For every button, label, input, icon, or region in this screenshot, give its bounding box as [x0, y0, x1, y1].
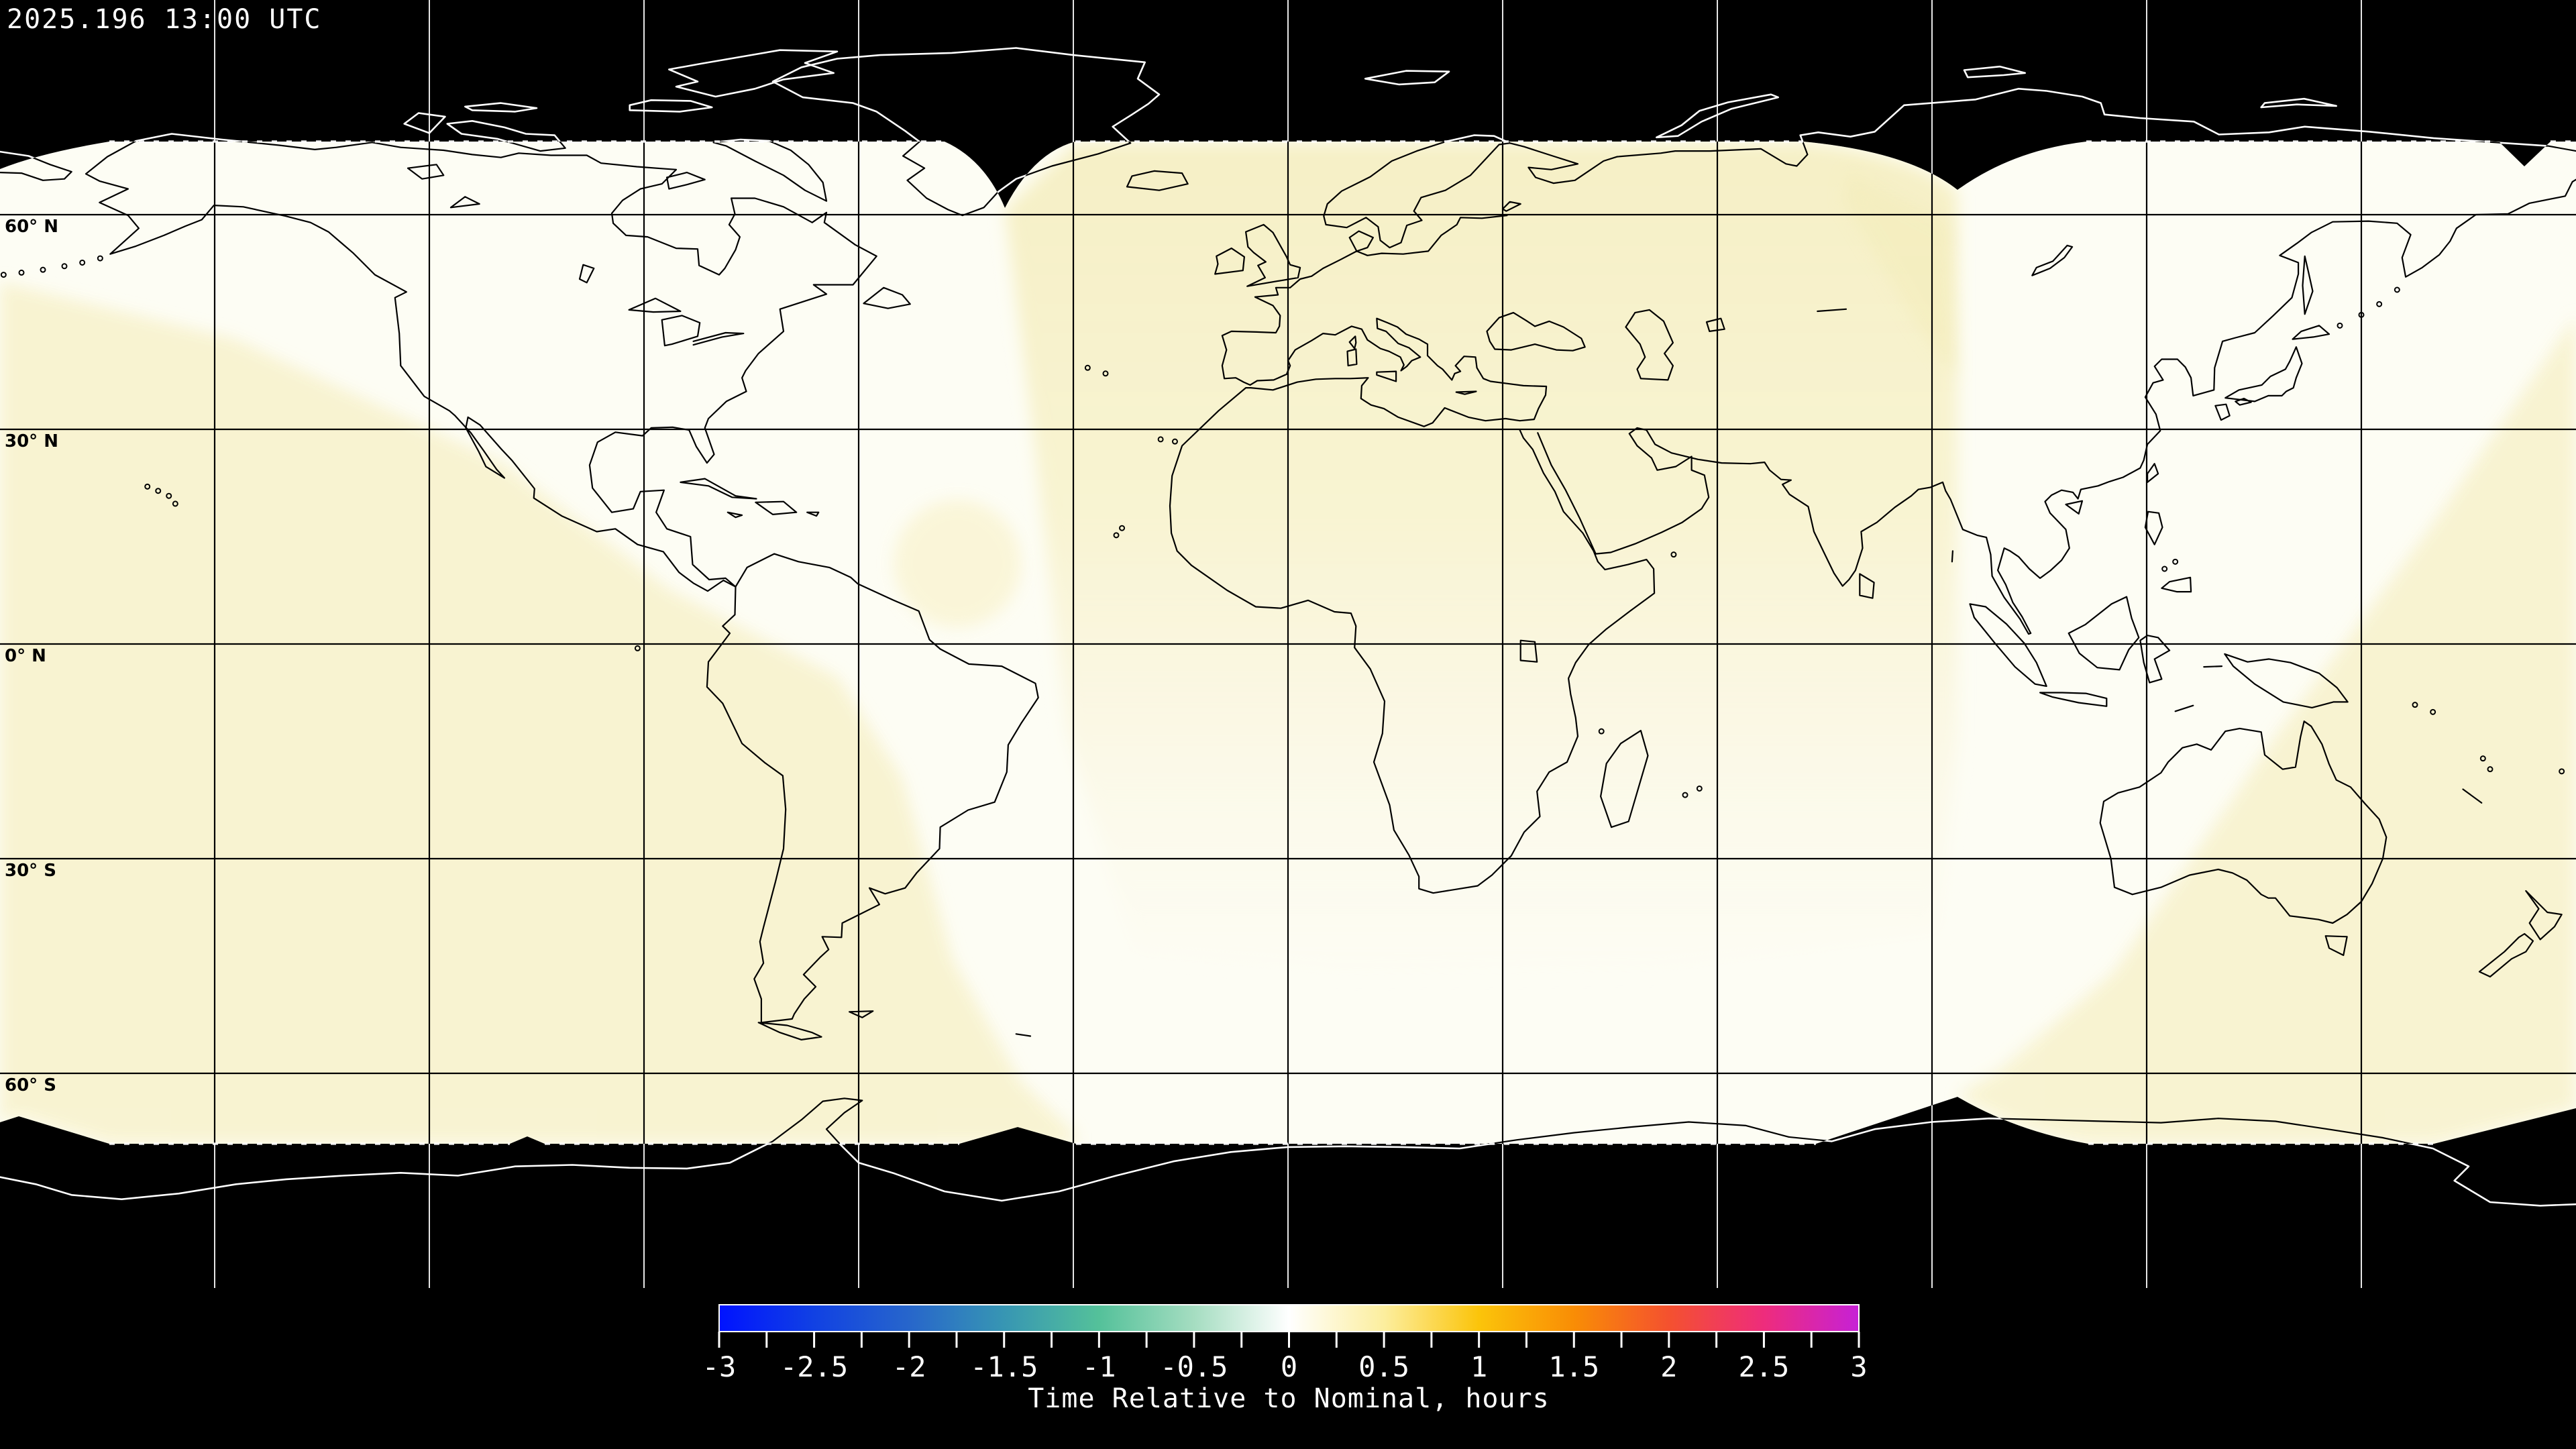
- lat-label-60n: 60° N: [5, 217, 58, 237]
- gridlines: [0, 0, 2576, 1288]
- colorbar-tick-label: 1: [1470, 1350, 1487, 1383]
- colorbar-gradient-bar: [718, 1304, 1860, 1332]
- colorbar-tick-label: -2.5: [780, 1350, 848, 1383]
- colorbar-tick-label: 2: [1660, 1350, 1677, 1383]
- coastlines: [0, 142, 2576, 1144]
- lat-label-30n: 30° N: [5, 431, 58, 451]
- lat-label-60s: 60° S: [5, 1075, 56, 1095]
- colorbar-tick-label: 2.5: [1738, 1350, 1789, 1383]
- colorbar-tick-label: 0: [1281, 1350, 1297, 1383]
- colorbar-tick-label: -0.5: [1160, 1350, 1228, 1383]
- latitude-labels: 60° N 30° N 0° N 30° S 60° S: [5, 217, 58, 1095]
- lat-label-0n: 0° N: [5, 646, 46, 666]
- colorbar-tick-label: 1.5: [1548, 1350, 1599, 1383]
- colorbar-tick-label: 3: [1850, 1350, 1867, 1383]
- colorbar-tick-label: -1: [1082, 1350, 1116, 1383]
- coverage-swath-tints: [0, 143, 2576, 1144]
- timestamp-label: 2025.196 13:00 UTC: [7, 4, 321, 35]
- colorbar-tick-label: -3: [702, 1350, 737, 1383]
- colorbar-tick-label: -1.5: [970, 1350, 1038, 1383]
- colorbar: -3 -2.5 -2 -1.5 -1 -0.5 0 0.5 1 1.5 2 2.…: [702, 1304, 1868, 1414]
- colorbar-tick-label: -2: [892, 1350, 926, 1383]
- colorbar-caption: Time Relative to Nominal, hours: [1028, 1383, 1550, 1414]
- colorbar-ticks: [718, 1332, 1860, 1348]
- lat-label-30s: 30° S: [5, 861, 56, 881]
- colorbar-tick-labels: -3 -2.5 -2 -1.5 -1 -0.5 0 0.5 1 1.5 2 2.…: [702, 1350, 1868, 1383]
- coverage-boundary-ticks: [109, 140, 2576, 1145]
- colorbar-tick-label: 0.5: [1358, 1350, 1409, 1383]
